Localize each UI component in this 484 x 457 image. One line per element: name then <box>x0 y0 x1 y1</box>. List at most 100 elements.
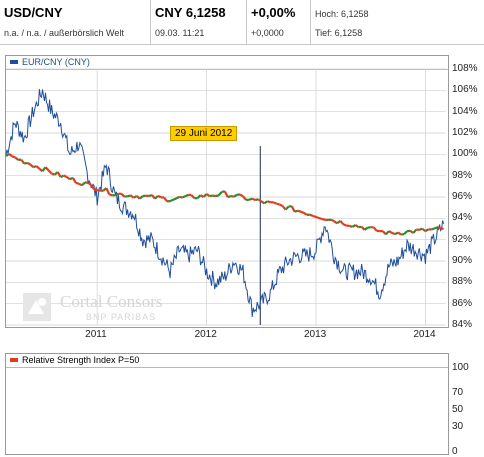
trend-segment <box>251 197 256 201</box>
trend-segment <box>26 161 31 166</box>
trend-segment <box>47 169 53 175</box>
rsi-y-tick: 50 <box>452 404 464 415</box>
trend-segment <box>78 182 83 187</box>
trend-segment <box>154 195 159 200</box>
trend-segment <box>273 201 277 205</box>
main-x-tick: 2014 <box>413 329 436 340</box>
rsi-y-tick: 70 <box>452 387 464 399</box>
trend-segment <box>233 193 238 198</box>
trend-segment <box>230 195 235 198</box>
trend-segment <box>397 231 402 236</box>
trend-segment <box>266 200 271 204</box>
trend-segment <box>209 194 213 198</box>
main-chart-legend: EUR/CNY (CNY) <box>6 56 448 70</box>
rsi-y-tick: 100 <box>452 362 469 373</box>
trend-segment <box>394 231 399 236</box>
high-text: Hoch: 6,1258 <box>315 9 369 19</box>
symbol-title: USD/CNY <box>4 5 63 20</box>
trend-segment <box>303 211 308 216</box>
trend-segment <box>44 166 50 172</box>
trend-segment <box>23 161 28 165</box>
low-text: Tief: 6,1258 <box>315 28 363 38</box>
trend-segment <box>157 194 162 199</box>
trend-segment <box>297 209 302 213</box>
trend-segment <box>421 227 427 233</box>
trend-segment <box>223 190 229 198</box>
main-y-tick: 104% <box>452 105 478 117</box>
trend-segment <box>60 174 65 179</box>
date-annotation: 29 Juni 2012 <box>170 126 238 141</box>
main-y-tick: 108% <box>452 63 478 74</box>
trend-segment <box>75 181 80 185</box>
main-y-tick: 84% <box>452 319 473 330</box>
main-y-tick: 90% <box>452 255 473 266</box>
main-y-tick: 86% <box>452 297 473 309</box>
trend-segment <box>172 197 177 201</box>
trend-segment <box>169 198 174 203</box>
trend-segment <box>388 230 393 234</box>
trend-segment <box>11 155 16 159</box>
trend-segment <box>33 165 37 169</box>
trend-segment <box>260 200 265 205</box>
trend-segment <box>309 213 314 217</box>
main-x-tick: 2012 <box>194 329 217 340</box>
trend-segment <box>360 226 366 231</box>
rsi-legend: Relative Strength Index P=50 <box>6 354 448 368</box>
trend-segment <box>205 193 211 198</box>
rsi-chart-panel: Relative Strength Index P=50 <box>5 353 449 455</box>
change-cell: +0,00% +0,0000 <box>246 0 309 44</box>
trend-segment <box>93 188 98 192</box>
trend-segment <box>424 228 429 233</box>
trend-segment <box>69 176 74 181</box>
trend-segment <box>403 230 408 235</box>
main-y-tick: 98% <box>452 169 473 181</box>
trend-segment <box>372 226 378 232</box>
trend-segment <box>120 193 126 198</box>
rsi-legend-swatch <box>10 358 18 362</box>
main-x-tick: 2011 <box>85 329 107 340</box>
trend-segment <box>127 194 131 198</box>
trend-segment <box>35 165 41 170</box>
trend-segment <box>431 227 435 231</box>
trend-segment <box>300 210 305 214</box>
trend-segment <box>163 196 168 203</box>
trend-segment <box>367 226 371 229</box>
trend-segment <box>290 205 296 213</box>
trend-segment <box>336 220 341 225</box>
trend-segment <box>248 197 253 201</box>
trend-segment <box>279 203 283 207</box>
trend-segment <box>215 194 219 198</box>
watermark-sub: BNP PARIBAS <box>86 312 157 322</box>
trend-segment <box>294 209 299 213</box>
trend-segment <box>8 153 13 158</box>
trend-segment <box>254 198 259 202</box>
trend-segment <box>339 220 345 226</box>
rsi-legend-label: Relative Strength Index P=50 <box>22 355 140 365</box>
trend-segment <box>276 202 280 206</box>
trend-segment <box>133 194 138 199</box>
main-y-tick: 100% <box>452 148 478 160</box>
trend-segment <box>351 224 357 228</box>
trend-segment <box>227 195 232 199</box>
trend-segment <box>315 215 320 220</box>
change-abs: +0,0000 <box>251 28 284 38</box>
trend-segment <box>342 223 347 227</box>
trend-segment <box>284 205 290 211</box>
main-x-tick: 2013 <box>303 329 327 340</box>
change-pct: +0,00% <box>251 5 296 20</box>
legend-label: EUR/CNY (CNY) <box>22 57 90 67</box>
main-y-tick: 88% <box>452 276 473 288</box>
trend-segment <box>29 163 35 169</box>
trend-segment <box>363 226 369 231</box>
trend-segment <box>66 176 71 181</box>
rsi-y-tick: 0 <box>452 446 458 457</box>
legend-swatch <box>10 60 18 64</box>
main-y-tick: 94% <box>452 212 473 224</box>
price-series-line <box>5 89 445 318</box>
trend-segment <box>105 187 111 195</box>
trend-segment <box>312 214 317 218</box>
trend-segment <box>51 172 56 176</box>
trend-segment <box>148 193 153 198</box>
trend-segment <box>138 195 144 200</box>
quote-header: USD/CNY n.a. / n.a. / außerbörslich Welt… <box>0 0 484 45</box>
